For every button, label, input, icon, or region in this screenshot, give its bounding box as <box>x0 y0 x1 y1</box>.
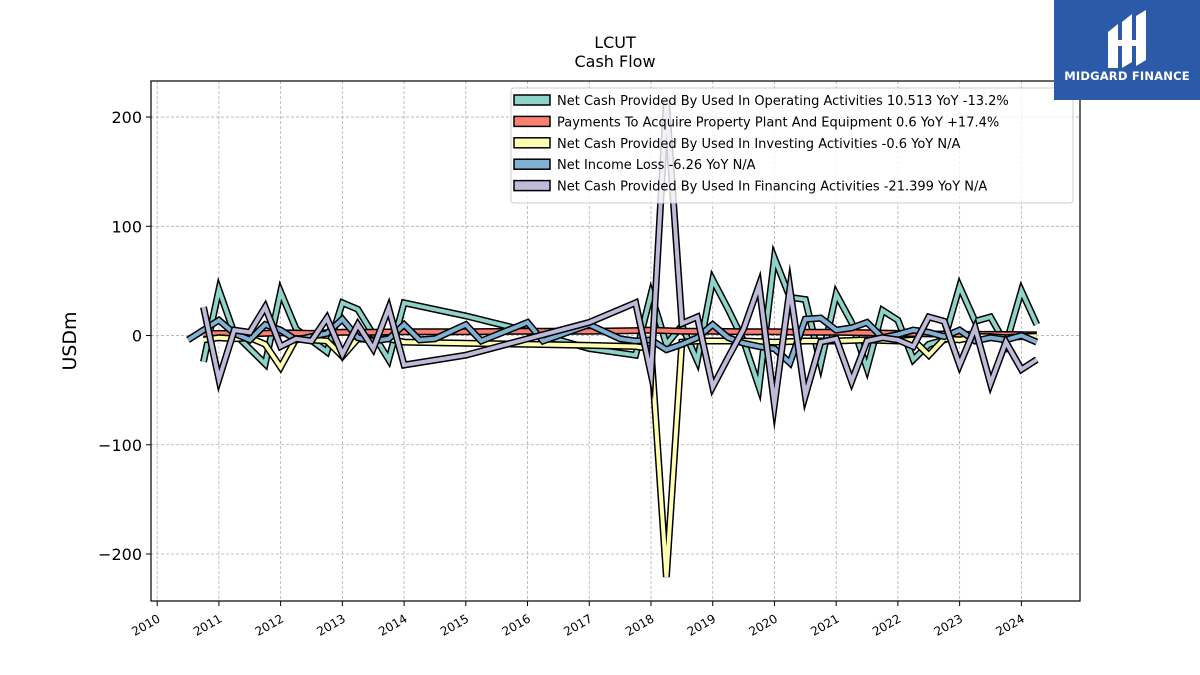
legend-label: Net Cash Provided By Used In Financing A… <box>557 180 987 195</box>
x-tick-label: 2021 <box>808 611 841 638</box>
legend-swatch <box>513 137 551 149</box>
legend-swatch <box>513 158 551 170</box>
legend-label: Net Cash Provided By Used In Investing A… <box>557 137 960 152</box>
y-axis-label: USDm <box>59 311 81 370</box>
x-tick-label: 2017 <box>561 611 594 638</box>
brand-logo: MIDGARD FINANCE <box>1054 0 1200 100</box>
series-line <box>201 249 1039 396</box>
y-tick-label: 0 <box>132 327 142 346</box>
y-tick-label: −100 <box>98 436 142 455</box>
brand-name: MIDGARD FINANCE <box>1064 69 1190 83</box>
chart-title: LCUT <box>594 33 636 52</box>
x-tick-label: 2016 <box>500 611 533 638</box>
y-tick-label: 100 <box>111 217 142 236</box>
series-line <box>186 316 1038 367</box>
series-4 <box>186 314 1039 369</box>
legend-swatch <box>513 179 551 192</box>
plot-frame <box>150 80 1081 602</box>
x-tick-label: 2014 <box>376 611 409 638</box>
legend: Net Cash Provided By Used In Operating A… <box>510 87 1074 204</box>
series-line <box>201 100 1038 420</box>
series-line-outline <box>203 332 1037 578</box>
x-tick-label: 2013 <box>314 611 347 638</box>
legend-swatch <box>513 94 551 106</box>
x-tick-label: 2020 <box>746 611 779 638</box>
x-tick-label: 2011 <box>191 611 224 638</box>
legend-box <box>510 87 1074 204</box>
series-1 <box>200 243 1040 403</box>
series-5 <box>200 100 1039 432</box>
x-tick-label: 2019 <box>685 611 718 638</box>
y-tick-label: −200 <box>98 545 142 564</box>
x-tick-label: 2023 <box>932 611 965 638</box>
y-tick-label: 200 <box>111 108 142 127</box>
legend-label: Net Cash Provided By Used In Operating A… <box>557 94 1009 109</box>
x-tick-label: 2018 <box>623 611 656 638</box>
x-tick-label: 2024 <box>993 611 1026 638</box>
x-tick-label: 2012 <box>253 611 286 638</box>
x-tick-label: 2015 <box>438 611 471 638</box>
x-tick-label: 2010 <box>129 611 162 638</box>
midgard-logo-icon <box>1108 10 1146 68</box>
legend-label: Payments To Acquire Property Plant And E… <box>557 115 999 130</box>
legend-label: Net Income Loss -6.26 YoY N/A <box>557 158 756 173</box>
chart-subtitle: Cash Flow <box>574 52 655 71</box>
series-line <box>203 334 1037 578</box>
series-lines <box>186 100 1040 578</box>
legend-swatch <box>513 115 551 128</box>
series-3 <box>203 332 1037 578</box>
x-tick-label: 2022 <box>870 611 903 638</box>
